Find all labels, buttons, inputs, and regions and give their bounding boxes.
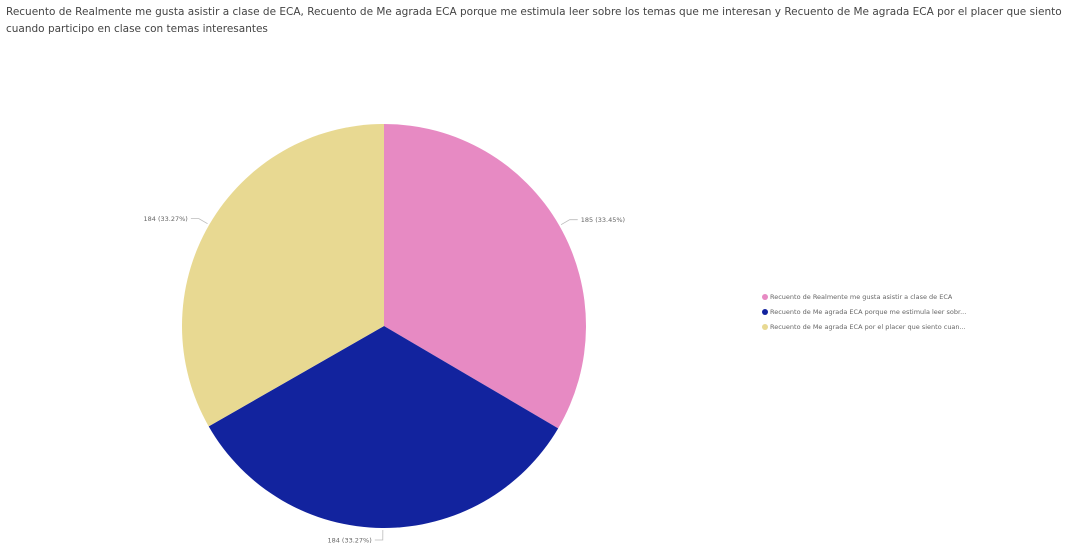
pie-slice[interactable] [182, 124, 384, 427]
legend-marker [762, 293, 768, 300]
legend-marker [762, 308, 768, 315]
chart-legend: Recuento de Realmente me gusta asistir a… [762, 290, 1073, 335]
legend-label: Recuento de Realmente me gusta asistir a… [770, 292, 953, 301]
leader-line [374, 529, 384, 541]
chart-title: Recuento de Realmente me gusta asistir a… [6, 6, 1062, 35]
legend-item[interactable]: Recuento de Me agrada ECA porque me esti… [762, 305, 1073, 318]
legend-label: Recuento de Me agrada ECA porque me esti… [770, 307, 967, 316]
pie-slice[interactable] [384, 124, 586, 429]
pie-slices [182, 124, 586, 528]
legend-marker [762, 323, 768, 330]
leader-line [190, 218, 208, 225]
legend-item[interactable]: Recuento de Realmente me gusta asistir a… [762, 290, 1073, 303]
legend-item[interactable]: Recuento de Me agrada ECA por el placer … [762, 320, 1073, 333]
leader-line [560, 219, 578, 226]
slice-data-label: 184 (33.27%) [327, 536, 371, 544]
slice-data-label: 185 (33.45%) [581, 216, 625, 224]
legend-label: Recuento de Me agrada ECA por el placer … [770, 322, 966, 331]
slice-data-label: 184 (33.27%) [144, 215, 188, 223]
pie-slice[interactable] [208, 326, 559, 528]
pie-data-labels: 185 (33.45%) 184 (33.27%) 184 (33.27%) [144, 215, 626, 544]
